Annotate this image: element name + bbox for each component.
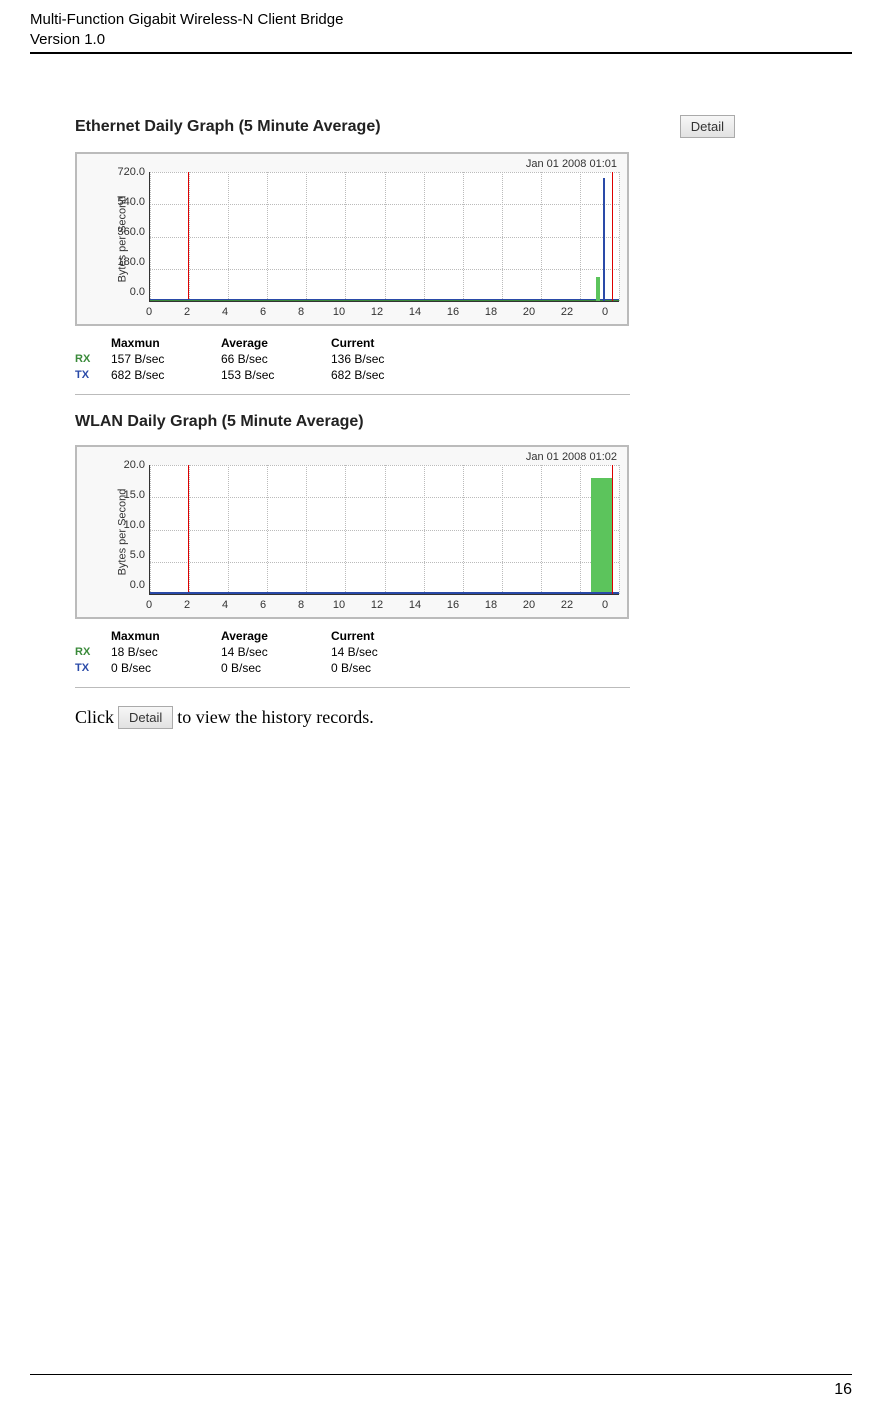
y-tick: 360.0	[111, 226, 145, 238]
x-tick: 6	[253, 599, 273, 611]
col-header: Maxmun	[111, 629, 221, 643]
y-tick: 20.0	[111, 459, 145, 471]
wlan-stats: Maxmun Average Current RX 18 B/sec 14 B/…	[75, 629, 615, 675]
stat-cell: 682 B/sec	[111, 368, 221, 382]
stat-cell: 157 B/sec	[111, 352, 221, 366]
section-divider	[75, 687, 630, 688]
wlan-title: WLAN Daily Graph (5 Minute Average)	[75, 413, 364, 431]
ethernet-stats: Maxmun Average Current RX 157 B/sec 66 B…	[75, 336, 615, 382]
col-header: Current	[331, 629, 441, 643]
stat-cell: 14 B/sec	[221, 645, 331, 659]
rx-line	[150, 300, 619, 301]
doc-version: Version 1.0	[30, 30, 852, 50]
rx-spike	[596, 277, 600, 302]
instruction-after: to view the history records.	[177, 707, 373, 728]
x-tick: 10	[329, 599, 349, 611]
stat-cell: 0 B/sec	[221, 661, 331, 675]
detail-button-inline[interactable]: Detail	[118, 706, 173, 729]
x-tick: 6	[253, 306, 273, 318]
tx-line	[150, 592, 619, 594]
x-tick: 4	[215, 599, 235, 611]
stat-cell: 136 B/sec	[331, 352, 441, 366]
chart-timestamp: Jan 01 2008 01:01	[526, 158, 617, 170]
wlan-section: WLAN Daily Graph (5 Minute Average) Jan …	[75, 407, 735, 688]
tx-label: TX	[75, 369, 111, 381]
stat-cell: 0 B/sec	[111, 661, 221, 675]
time-marker	[188, 172, 189, 301]
x-tick: 8	[291, 599, 311, 611]
time-marker	[612, 172, 613, 301]
x-tick: 10	[329, 306, 349, 318]
rx-label: RX	[75, 646, 111, 658]
footer-divider	[30, 1374, 852, 1375]
x-tick: 0	[139, 306, 159, 318]
stat-cell: 153 B/sec	[221, 368, 331, 382]
y-tick: 10.0	[111, 519, 145, 531]
doc-title: Multi-Function Gigabit Wireless-N Client…	[30, 10, 852, 30]
chart-timestamp: Jan 01 2008 01:02	[526, 451, 617, 463]
col-header: Maxmun	[111, 336, 221, 350]
x-tick: 0	[595, 599, 615, 611]
x-tick: 16	[443, 306, 463, 318]
stat-cell: 14 B/sec	[331, 645, 441, 659]
x-tick: 18	[481, 306, 501, 318]
x-tick: 16	[443, 599, 463, 611]
tx-spike	[603, 178, 605, 301]
x-tick: 2	[177, 306, 197, 318]
y-axis-label: Bytes per Second	[116, 196, 128, 283]
x-tick: 0	[139, 599, 159, 611]
y-tick: 540.0	[111, 196, 145, 208]
ethernet-title: Ethernet Daily Graph (5 Minute Average)	[75, 118, 381, 136]
col-header: Average	[221, 629, 331, 643]
x-tick: 20	[519, 599, 539, 611]
stat-cell: 682 B/sec	[331, 368, 441, 382]
y-tick: 0.0	[111, 579, 145, 591]
y-tick: 720.0	[111, 166, 145, 178]
ethernet-chart: Jan 01 2008 01:01 Bytes per Second 720.0…	[75, 152, 629, 326]
instruction-text: Click Detail to view the history records…	[75, 706, 852, 729]
x-tick: 18	[481, 599, 501, 611]
x-tick: 14	[405, 306, 425, 318]
x-tick: 22	[557, 306, 577, 318]
y-axis-label: Bytes per Second	[116, 489, 128, 576]
x-tick: 22	[557, 599, 577, 611]
x-tick: 2	[177, 599, 197, 611]
y-tick: 0.0	[111, 286, 145, 298]
stat-cell: 66 B/sec	[221, 352, 331, 366]
rx-fill	[591, 478, 612, 594]
y-tick: 15.0	[111, 489, 145, 501]
time-marker	[188, 465, 189, 594]
wlan-chart: Jan 01 2008 01:02 Bytes per Second 20.0 …	[75, 445, 629, 619]
plot-area	[149, 465, 619, 595]
x-tick: 4	[215, 306, 235, 318]
col-header: Average	[221, 336, 331, 350]
tx-label: TX	[75, 662, 111, 674]
y-tick: 5.0	[111, 549, 145, 561]
stat-cell: 18 B/sec	[111, 645, 221, 659]
instruction-before: Click	[75, 707, 114, 728]
x-tick: 0	[595, 306, 615, 318]
x-tick: 8	[291, 306, 311, 318]
x-tick: 12	[367, 306, 387, 318]
y-tick: 180.0	[111, 256, 145, 268]
plot-area	[149, 172, 619, 302]
x-tick: 14	[405, 599, 425, 611]
time-marker	[612, 465, 613, 594]
section-divider	[75, 394, 630, 395]
x-tick: 12	[367, 599, 387, 611]
x-tick: 20	[519, 306, 539, 318]
stat-cell: 0 B/sec	[331, 661, 441, 675]
ethernet-section: Ethernet Daily Graph (5 Minute Average) …	[75, 109, 735, 395]
rx-label: RX	[75, 353, 111, 365]
detail-button[interactable]: Detail	[680, 115, 735, 138]
col-header: Current	[331, 336, 441, 350]
page-number: 16	[30, 1381, 852, 1399]
